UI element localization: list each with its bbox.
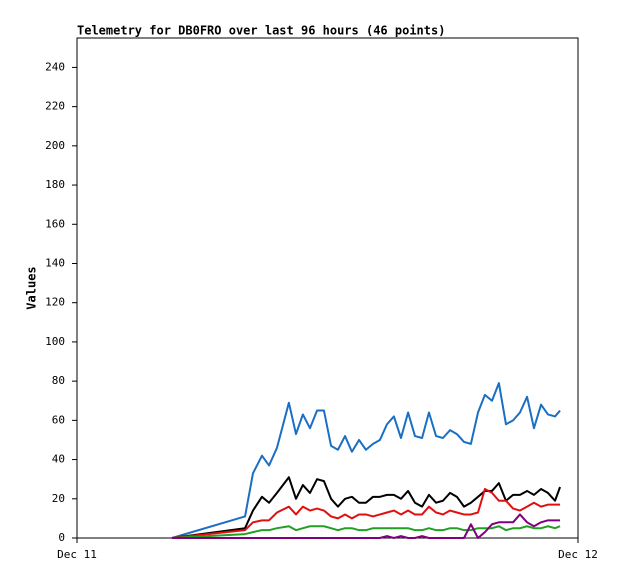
x-tick-label: Dec 12 — [558, 548, 598, 561]
y-tick-label: 120 — [45, 296, 65, 309]
y-tick-label: 160 — [45, 217, 65, 230]
y-tick-label: 20 — [52, 492, 65, 505]
series-line — [171, 525, 561, 539]
series-line — [171, 382, 561, 539]
y-tick-label: 140 — [45, 256, 65, 269]
series-line — [171, 487, 561, 539]
y-tick-label: 40 — [52, 453, 65, 466]
y-tick-label: 80 — [52, 374, 65, 387]
y-tick-label: 180 — [45, 178, 65, 191]
y-tick-label: 100 — [45, 335, 65, 348]
y-tick-label: 200 — [45, 139, 65, 152]
series-line — [171, 476, 561, 539]
x-tick-label: Dec 11 — [57, 548, 97, 561]
y-axis-label: Values — [25, 266, 39, 309]
plot-frame — [76, 37, 579, 539]
chart-title: Telemetry for DB0FRO over last 96 hours … — [77, 24, 445, 38]
y-tick-label: 220 — [45, 100, 65, 113]
y-tick-label: 60 — [52, 413, 65, 426]
series-line — [171, 513, 561, 539]
y-tick-label: 240 — [45, 60, 65, 73]
y-tick-label: 0 — [58, 531, 65, 544]
